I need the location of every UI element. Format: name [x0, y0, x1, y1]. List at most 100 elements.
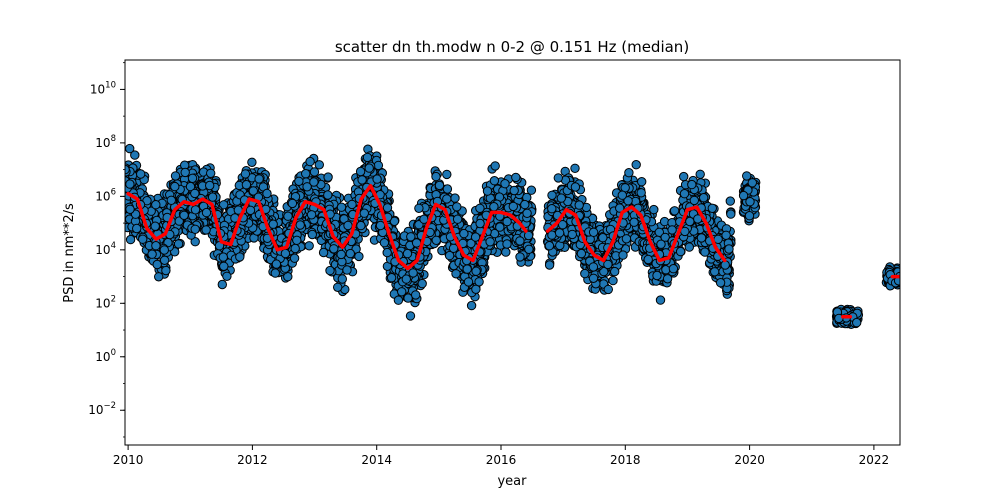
scatter-point [724, 244, 734, 254]
scatter-point [325, 265, 335, 276]
scatter-point [287, 198, 298, 209]
scatter-point [190, 188, 200, 199]
scatter-point [707, 203, 717, 214]
scatter-point [715, 278, 726, 288]
scatter-point [556, 193, 566, 203]
scatter-point [567, 229, 577, 240]
scatter-point [689, 195, 699, 206]
scatter-point [173, 239, 184, 249]
scatter-point [408, 268, 418, 278]
scatter-point [544, 260, 555, 270]
scatter-point [270, 268, 280, 278]
scatter-point [205, 180, 215, 191]
scatter-point [364, 163, 374, 173]
scatter-point [501, 247, 511, 257]
scatter-point [305, 156, 315, 167]
scatter-point [217, 279, 228, 290]
scatter-point [624, 168, 634, 178]
scatter-point [598, 233, 608, 243]
scatter-point [411, 290, 421, 300]
scatter-point [742, 171, 752, 181]
scatter-point [151, 241, 161, 251]
scatter-point [588, 262, 599, 272]
scatter-point [219, 200, 229, 210]
scatter-point [668, 264, 679, 274]
scatter-point [402, 248, 413, 259]
scatter-point [656, 239, 666, 249]
scatter-point [382, 247, 392, 258]
scatter-point [524, 244, 534, 255]
scatter-point [154, 272, 164, 282]
scatter-point [699, 193, 709, 203]
scatter-point [679, 171, 689, 182]
scatter-point [462, 264, 472, 274]
scatter-point [329, 244, 339, 254]
scatter-point [725, 196, 735, 206]
scatter-point [355, 166, 366, 177]
scatter-point [700, 247, 710, 257]
scatter-point [434, 180, 445, 191]
scatter-point [190, 224, 200, 235]
scatter-point [570, 182, 581, 192]
scatter-point [450, 193, 460, 203]
scatter-point [721, 230, 731, 241]
scatter-point [147, 249, 157, 259]
scatter-point [159, 245, 170, 255]
scatter-point [747, 178, 757, 188]
scatter-point [669, 206, 680, 216]
scatter-point [649, 204, 659, 215]
scatter-point [180, 167, 190, 178]
scatter-point [442, 184, 453, 194]
scatter-point [489, 202, 499, 212]
scatter-point [489, 176, 500, 186]
scatter-point [289, 253, 300, 263]
scatter-point [696, 233, 707, 243]
scatter-point [125, 143, 135, 154]
scatter-point [444, 250, 455, 261]
scatter-point [170, 181, 180, 192]
scatter-point [695, 169, 705, 180]
scatter-point [187, 173, 198, 184]
scatter-point [667, 225, 677, 235]
scatter-point [245, 205, 256, 216]
scatter-point [280, 248, 291, 259]
scatter-point [150, 221, 160, 231]
scatter-point [401, 274, 411, 284]
scatter-point [520, 199, 530, 210]
scatter-point [414, 203, 424, 214]
scatter-point [574, 200, 584, 210]
scatter-point [710, 267, 720, 277]
scatter-point [240, 169, 251, 179]
scatter-point [471, 266, 481, 276]
scatter-point [662, 274, 673, 284]
scatter-point [357, 175, 367, 185]
scatter-point [219, 261, 229, 271]
scatter-point [166, 195, 177, 206]
scatter-point [306, 210, 317, 220]
scatter-point [345, 248, 355, 259]
scatter-point [652, 270, 662, 281]
scatter-point [382, 203, 393, 213]
scatter-point [309, 177, 319, 187]
scatter-point [138, 234, 148, 244]
scatter-point [201, 207, 212, 218]
scatter-point [125, 204, 135, 215]
scatter-point [459, 228, 469, 239]
scatter-point [132, 223, 142, 234]
scatter-point [235, 252, 245, 262]
scatter-point [495, 222, 505, 232]
scatter-point [218, 252, 229, 262]
scatter-point [354, 251, 364, 262]
scatter-point [684, 242, 694, 252]
scatter-point [307, 229, 317, 240]
scatter-point [509, 185, 519, 196]
scatter-point [502, 239, 512, 249]
scatter-point [511, 172, 521, 183]
scatter-point [442, 194, 452, 204]
scatter-point [526, 185, 537, 195]
scatter-point [130, 150, 140, 160]
scatter-point [475, 218, 485, 229]
scatter-point [570, 163, 580, 174]
scatter-point [631, 160, 641, 170]
scatter-point [347, 199, 357, 210]
